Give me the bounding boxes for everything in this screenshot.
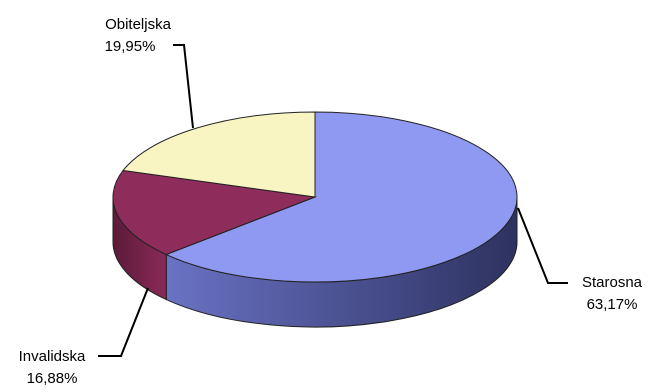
leader-line-obiteljska [173,44,194,129]
leader-line-invalidska [98,287,149,357]
slice-label-starosna: Starosna [582,274,643,291]
slices-layer [112,111,518,328]
slice-value-invalidska: 16,88% [27,370,78,387]
slice-label-obiteljska: Obiteljska [105,16,172,33]
labels-layer: Obiteljska 19,95% Starosna 63,17% Invali… [19,16,643,387]
slice-value-starosna: 63,17% [587,296,638,313]
slice-starosna [164,111,518,283]
slice-label-invalidska: Invalidska [19,348,86,365]
slice-obiteljska [122,111,316,198]
leader-line-starosna [517,207,568,284]
slice-value-obiteljska: 19,95% [105,38,156,55]
slice-invalidska [112,169,317,256]
